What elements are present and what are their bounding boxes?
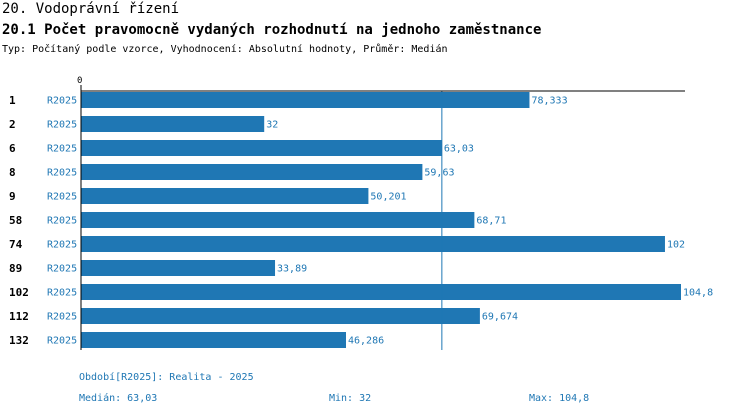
- value-label: 102: [667, 240, 685, 251]
- series-label: R2025: [47, 264, 77, 275]
- series-label: R2025: [47, 240, 77, 251]
- series-label: R2025: [47, 216, 77, 227]
- value-label: 59,63: [424, 168, 454, 179]
- value-label: 50,201: [370, 192, 406, 203]
- series-label: R2025: [47, 192, 77, 203]
- series-label: R2025: [47, 96, 77, 107]
- bar: [81, 212, 475, 228]
- value-label: 32: [266, 120, 278, 131]
- bar: [81, 164, 423, 180]
- value-label: 33,89: [277, 264, 307, 275]
- category-label: 9: [9, 190, 16, 203]
- category-label: 89: [9, 262, 22, 275]
- bar: [81, 332, 346, 348]
- series-label: R2025: [47, 120, 77, 131]
- series-label: R2025: [47, 312, 77, 323]
- bar: [81, 260, 276, 276]
- footer-max: Max: 104,8: [529, 393, 590, 404]
- footer-min: Min: 32: [329, 393, 372, 404]
- value-label: 104,8: [683, 288, 713, 299]
- category-label: 132: [9, 334, 29, 347]
- value-label: 78,333: [531, 96, 567, 107]
- axis-zero-label: 0: [77, 76, 82, 86]
- series-label: R2025: [47, 144, 77, 155]
- bar: [81, 308, 480, 324]
- value-label: 69,674: [482, 312, 518, 323]
- footer-median: Medián: 63,03: [79, 393, 158, 404]
- category-label: 8: [9, 166, 16, 179]
- value-label: 68,71: [476, 216, 506, 227]
- bar: [81, 188, 369, 204]
- bar: [81, 284, 681, 300]
- series-label: R2025: [47, 168, 77, 179]
- value-label: 63,03: [444, 144, 474, 155]
- category-label: 112: [9, 310, 29, 323]
- series-label: R2025: [47, 288, 77, 299]
- bar: [81, 92, 530, 108]
- chart-title: 20.1 Počet pravomocně vydaných rozhodnut…: [2, 22, 542, 38]
- category-label: 1: [9, 94, 16, 107]
- bar: [81, 140, 442, 156]
- category-label: 102: [9, 286, 29, 299]
- category-label: 74: [9, 238, 23, 251]
- chart-type-info: Typ: Počítaný podle vzorce, Vyhodnocení:…: [2, 44, 448, 55]
- category-label: 58: [9, 214, 22, 227]
- bar: [81, 116, 265, 132]
- bar: [81, 236, 665, 252]
- bars-layer: 1 R2025 78,333 2 R2025 32 6 R2025 63,03 8 R2025 59,…: [9, 92, 713, 348]
- value-label: 46,286: [348, 336, 384, 347]
- category-label: 2: [9, 118, 16, 131]
- section-title: 20. Vodoprávní řízení: [2, 1, 180, 17]
- series-label: R2025: [47, 336, 77, 347]
- footer-period: Období[R2025]: Realita - 2025: [79, 372, 254, 383]
- category-label: 6: [9, 142, 16, 155]
